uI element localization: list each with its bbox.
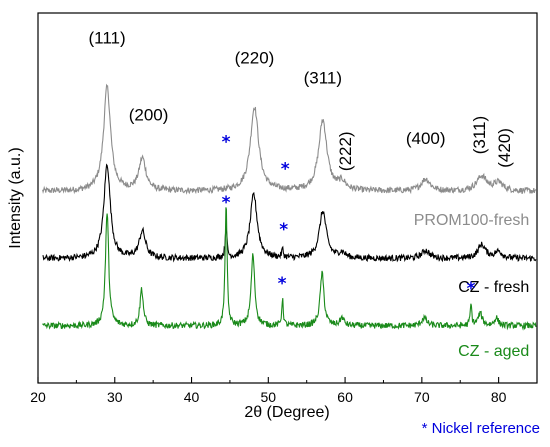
peak-label: (222): [336, 131, 355, 171]
peak-label: (111): [89, 28, 126, 47]
peak-label: (311): [304, 69, 342, 88]
peak-label: (400): [406, 129, 446, 148]
x-tick-label: 30: [107, 389, 123, 405]
series-label: PROM100-fresh: [414, 212, 530, 229]
nickel-mark: *: [467, 279, 476, 299]
series-label: CZ - fresh: [458, 279, 529, 296]
series-lines: [42, 83, 537, 331]
axes-frame: [37, 12, 538, 384]
annotations: (111) (200) (220) (311) (222) (400) (311) (420)…: [89, 28, 530, 360]
nickel-reference-note: * Nickel reference: [422, 420, 540, 437]
nickel-mark: *: [222, 193, 231, 213]
x-tick-label: 80: [491, 389, 507, 405]
nickel-mark: *: [279, 220, 288, 240]
x-tick-label: 40: [184, 389, 200, 405]
y-axis-title: Intensity (a.u.): [7, 147, 24, 248]
x-tick-label: 60: [337, 389, 353, 405]
x-axis: 20 30 40 50 60 70 80: [30, 377, 507, 405]
peak-label: (200): [129, 106, 169, 125]
series-line: [42, 83, 537, 195]
nickel-mark: *: [281, 159, 290, 179]
nickel-mark: *: [222, 133, 231, 153]
series-line: [42, 207, 537, 331]
series-label: CZ - aged: [458, 343, 529, 360]
series-line: [42, 163, 537, 263]
peak-label: (311): [470, 116, 489, 154]
nickel-mark: *: [278, 274, 287, 294]
x-tick-label: 70: [414, 389, 430, 405]
x-axis-title: 2θ (Degree): [244, 404, 329, 421]
x-tick-label: 50: [261, 389, 277, 405]
peak-label: (220): [235, 48, 275, 67]
peak-label: (420): [495, 128, 514, 168]
x-tick-label: 20: [30, 389, 46, 405]
